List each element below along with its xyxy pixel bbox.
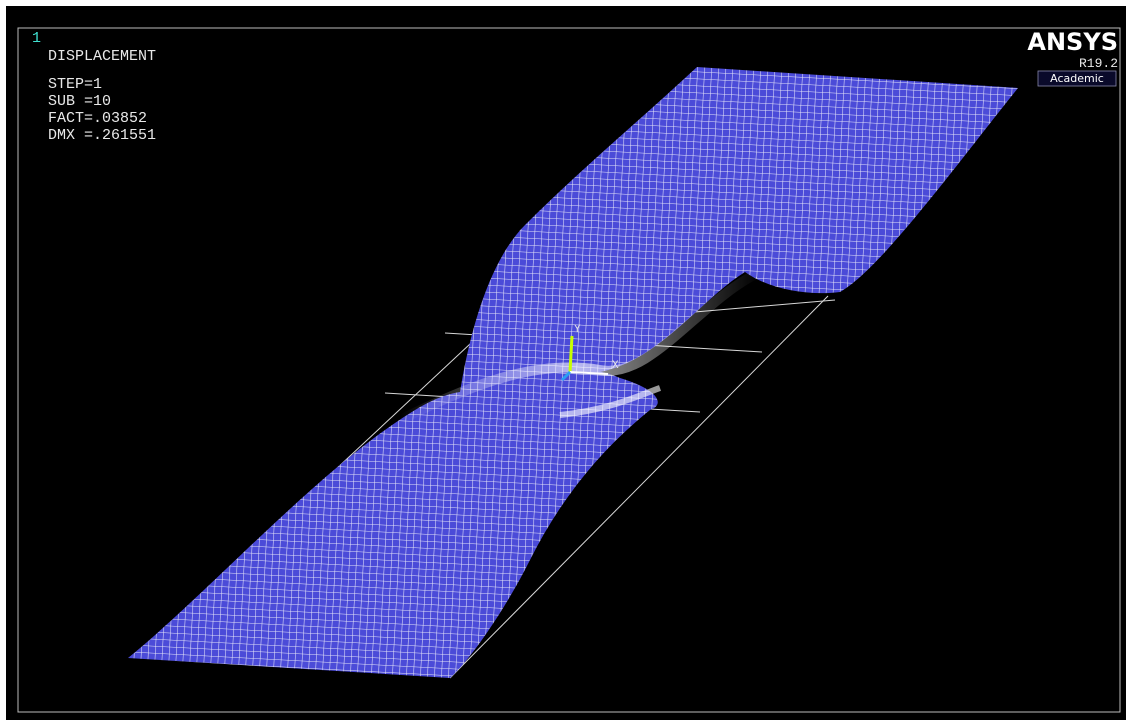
legend-line: STEP=1 bbox=[48, 76, 102, 93]
legend-line: FACT=.03852 bbox=[48, 110, 147, 127]
logo-version: R19.2 bbox=[1079, 56, 1118, 71]
window-number: 1 bbox=[32, 30, 41, 47]
legend-line: SUB =10 bbox=[48, 93, 111, 110]
license-label: Academic bbox=[1050, 72, 1104, 85]
triad-label: Y bbox=[574, 324, 581, 336]
triad-label: X bbox=[612, 360, 619, 372]
logo-name: ANSYS bbox=[1027, 28, 1118, 56]
legend-line: DMX =.261551 bbox=[48, 127, 156, 144]
result-title: DISPLACEMENT bbox=[48, 48, 156, 65]
ansys-viewport: Y X 1 DISPLACEMENT STEP=1 SUB =10 FACT=.… bbox=[0, 0, 1132, 726]
